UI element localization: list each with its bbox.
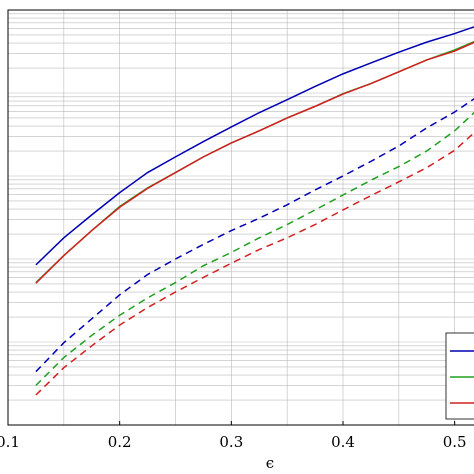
series-line	[35, 97, 474, 373]
x-tick-label: 0.1	[0, 433, 20, 451]
x-tick-label: 0.5	[443, 433, 467, 451]
x-tick-label: 0.4	[331, 433, 355, 451]
x-tick-label: 0.3	[219, 433, 243, 451]
x-tick-label: 0.2	[108, 433, 132, 451]
x-axis-label: ϵ	[266, 454, 274, 472]
plot-frame	[7, 9, 474, 426]
legend-box	[445, 332, 474, 420]
series-line	[35, 111, 474, 386]
series-line	[35, 41, 474, 284]
series-line	[35, 26, 474, 266]
series-line	[35, 40, 474, 284]
series-line	[35, 131, 474, 396]
